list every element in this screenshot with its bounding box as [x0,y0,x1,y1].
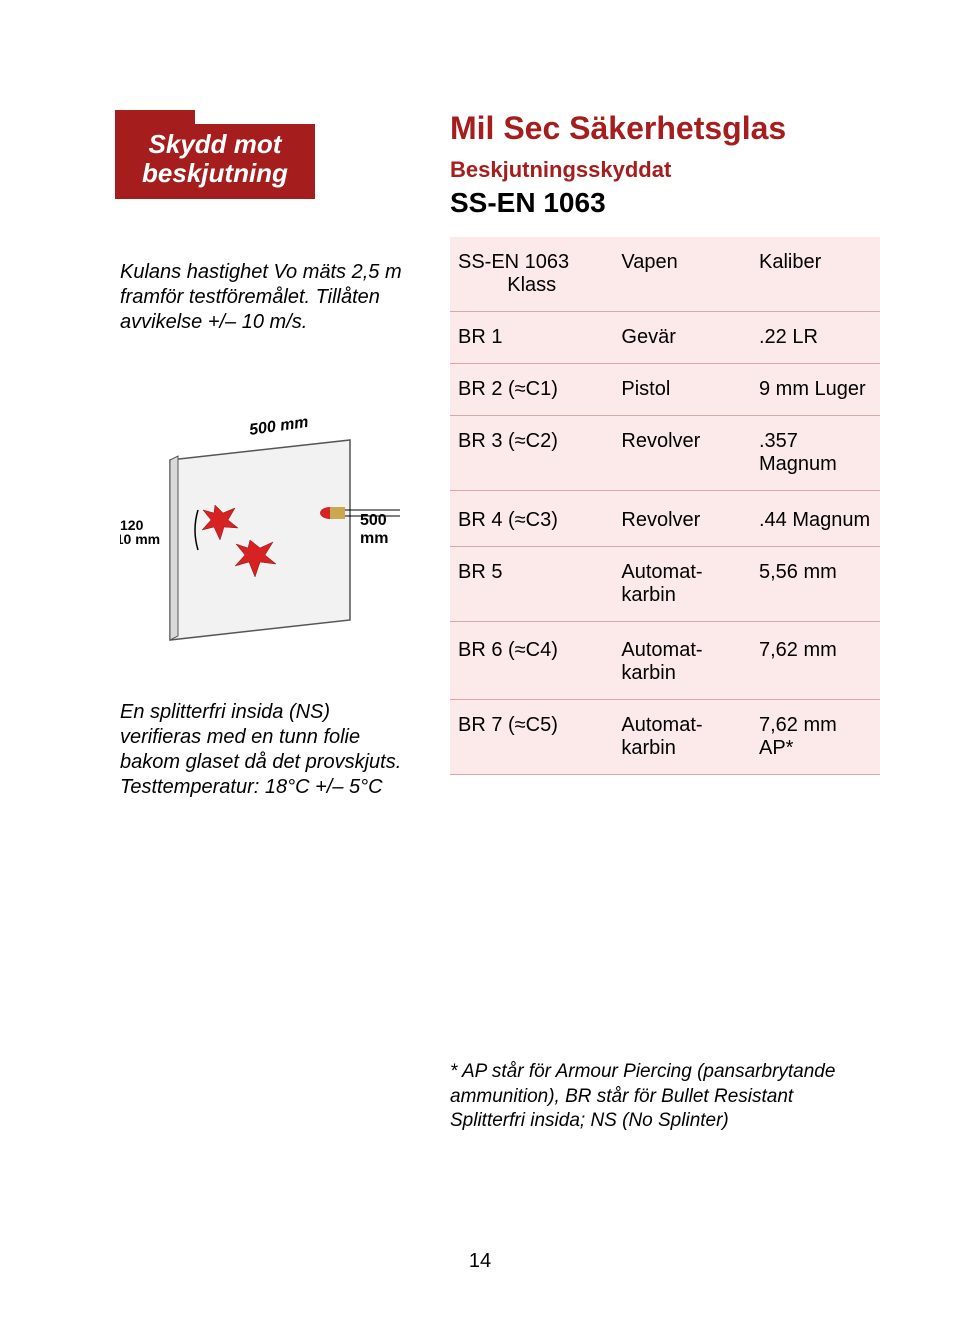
table-row: BR 4 (≈C3) Revolver .44 Magnum [450,495,880,547]
table-row: BR 2 (≈C1) Pistol 9 mm Luger [450,364,880,416]
badge-line2: beskjutning [129,159,301,188]
table-row: BR 7 (≈C5) Automat­karbin 7,62 mm AP* [450,700,880,775]
table-row: BR 5 Automat­karbin 5,56 mm [450,546,880,621]
sub-title: Beskjutningsskyddat [450,157,880,183]
svg-text:500 mm: 500 mm [248,414,309,439]
svg-text:500 mm: 500 mm [360,512,391,547]
svg-text:120 +/– 10 mm: 120 +/– 10 mm [120,517,160,547]
th-vapen: Vapen [613,237,751,312]
th-kaliber: Kaliber [751,237,880,312]
section-badge: Skydd mot beskjutning [115,110,315,199]
test-diagram: 500 mm 500 mm 120 +/– 10 mm [120,400,420,670]
page-number: 14 [0,1250,960,1273]
spec-table: SS-EN 1063 Klass Vapen Kaliber BR 1 Gevä… [450,237,880,775]
table-row: BR 3 (≈C2) Revolver .357 Magnum [450,416,880,491]
table-row: BR 6 (≈C4) Automat­karbin 7,62 mm [450,625,880,700]
main-title: Mil Sec Säkerhetsglas [450,110,880,147]
standard-title: SS-EN 1063 [450,187,880,219]
th-klass-b: Klass [458,274,605,297]
left-paragraph-1: Kulans hastighet Vo mäts 2,5 m framför t… [120,260,410,335]
th-klass-a: SS-EN 1063 [458,251,569,273]
left-paragraph-2: En splitterfri insida (NS) verifieras me… [120,700,410,800]
badge-line1: Skydd mot [129,130,301,159]
footnote: * AP står för Armour Piercing (pansarbry… [450,1060,870,1134]
table-header-row: SS-EN 1063 Klass Vapen Kaliber [450,237,880,312]
table-row: BR 1 Gevär .22 LR [450,312,880,364]
